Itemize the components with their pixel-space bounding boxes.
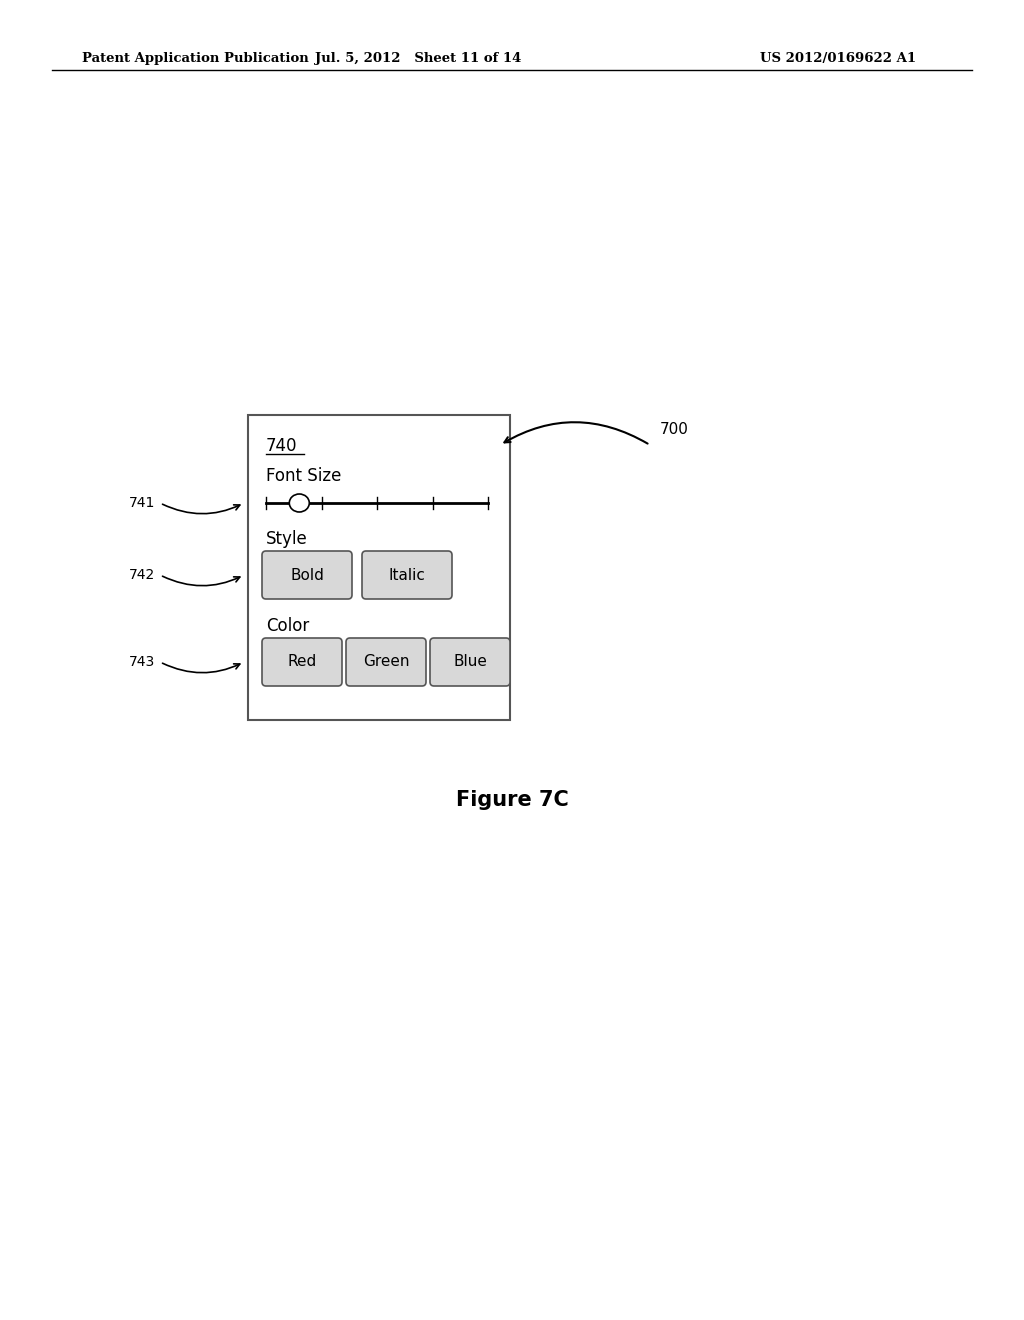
Text: Bold: Bold	[290, 568, 324, 582]
Text: Italic: Italic	[388, 568, 425, 582]
Text: Figure 7C: Figure 7C	[456, 789, 568, 810]
Text: US 2012/0169622 A1: US 2012/0169622 A1	[760, 51, 916, 65]
Text: 700: 700	[660, 422, 689, 437]
Text: Color: Color	[266, 616, 309, 635]
Text: Red: Red	[288, 655, 316, 669]
Text: 743: 743	[129, 655, 155, 669]
Text: Green: Green	[362, 655, 410, 669]
FancyBboxPatch shape	[346, 638, 426, 686]
FancyBboxPatch shape	[262, 638, 342, 686]
Text: Blue: Blue	[453, 655, 487, 669]
Text: Style: Style	[266, 531, 308, 548]
Ellipse shape	[290, 494, 309, 512]
Text: Patent Application Publication: Patent Application Publication	[82, 51, 309, 65]
Text: Jul. 5, 2012   Sheet 11 of 14: Jul. 5, 2012 Sheet 11 of 14	[314, 51, 521, 65]
FancyBboxPatch shape	[430, 638, 510, 686]
Text: 741: 741	[129, 496, 155, 510]
FancyBboxPatch shape	[262, 550, 352, 599]
Text: Font Size: Font Size	[266, 467, 341, 484]
Bar	[248, 414, 510, 719]
Text: 740: 740	[266, 437, 298, 455]
FancyBboxPatch shape	[362, 550, 452, 599]
Text: 742: 742	[129, 568, 155, 582]
